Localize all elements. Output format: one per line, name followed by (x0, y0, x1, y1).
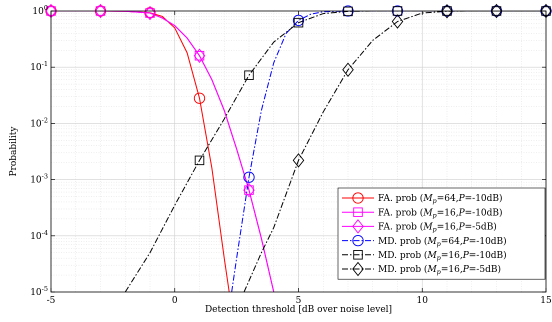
y-tick-label: 100 (32, 4, 48, 17)
legend-marker (353, 207, 363, 217)
x-axis-label: Detection threshold [dB over noise level… (205, 305, 392, 315)
y-tick-label: 10-4 (30, 229, 48, 242)
x-tick-labels: -5 0 5 10 15 (47, 296, 552, 306)
legend-entry-2: FA. prob (Mp=16,P=-10dB) (378, 207, 503, 219)
y-tick-label: 10-2 (30, 116, 48, 129)
series-2-marker (194, 50, 205, 61)
legend-entry-4: MD. prob (Mp=64,P=-10dB) (378, 236, 507, 248)
series-3-marker (94, 3, 107, 19)
legend: FA. prob (Mp=64,P=-10dB) FA. prob (Mp=16,… (337, 187, 546, 280)
legend-entry-1: FA. prob (Mp=64,P=-10dB) (378, 193, 503, 205)
series-4-marker (243, 171, 255, 183)
y-tick-label: 10-5 (30, 285, 48, 298)
series-line-4 (231, 11, 546, 292)
series-6-marker (441, 4, 453, 19)
axis-ticks (50, 10, 547, 293)
series-2-marker (145, 8, 155, 18)
legend-entry-3: FA. prob (Mp=16,P=-5dB) (378, 222, 497, 234)
y-axis-label: Probability (9, 126, 19, 177)
y-tick-label: 10-3 (30, 173, 48, 186)
legend-box (337, 187, 546, 280)
series-4-marker (292, 14, 305, 27)
legend-marker (352, 219, 364, 234)
series-5-marker (293, 17, 304, 28)
x-tick-label: -5 (47, 296, 56, 306)
series-6-marker (391, 14, 404, 29)
series-2-marker (244, 185, 254, 195)
series-6-marker (292, 153, 305, 168)
series-line-5 (124, 11, 546, 292)
series-6-marker (342, 62, 354, 77)
legend-marker (352, 234, 364, 247)
y-tick-label: 10-1 (30, 60, 48, 73)
legend-entry-5: MD. prob (Mp=16,P=-10dB) (378, 250, 507, 262)
x-tick-label: 5 (296, 296, 302, 306)
y-tick-labels: 10-5 10-4 10-3 10-2 10-1 100 (30, 4, 48, 298)
series-line-6 (243, 11, 546, 292)
legend-entry-6: MD. prob (Mp=16,P=-5dB) (378, 264, 501, 276)
series-1-marker (193, 92, 206, 104)
legend-marker (353, 250, 363, 260)
legend-marker (352, 261, 364, 277)
series-3-marker (193, 48, 206, 63)
legend-marker (352, 192, 364, 204)
series-3-marker (243, 182, 255, 198)
x-tick-label: 10 (417, 296, 429, 306)
series-5-marker (194, 155, 205, 166)
x-tick-label: 0 (172, 296, 178, 306)
series-5-marker (244, 70, 254, 80)
x-tick-label: 15 (540, 296, 552, 306)
series-6-marker (490, 3, 503, 19)
